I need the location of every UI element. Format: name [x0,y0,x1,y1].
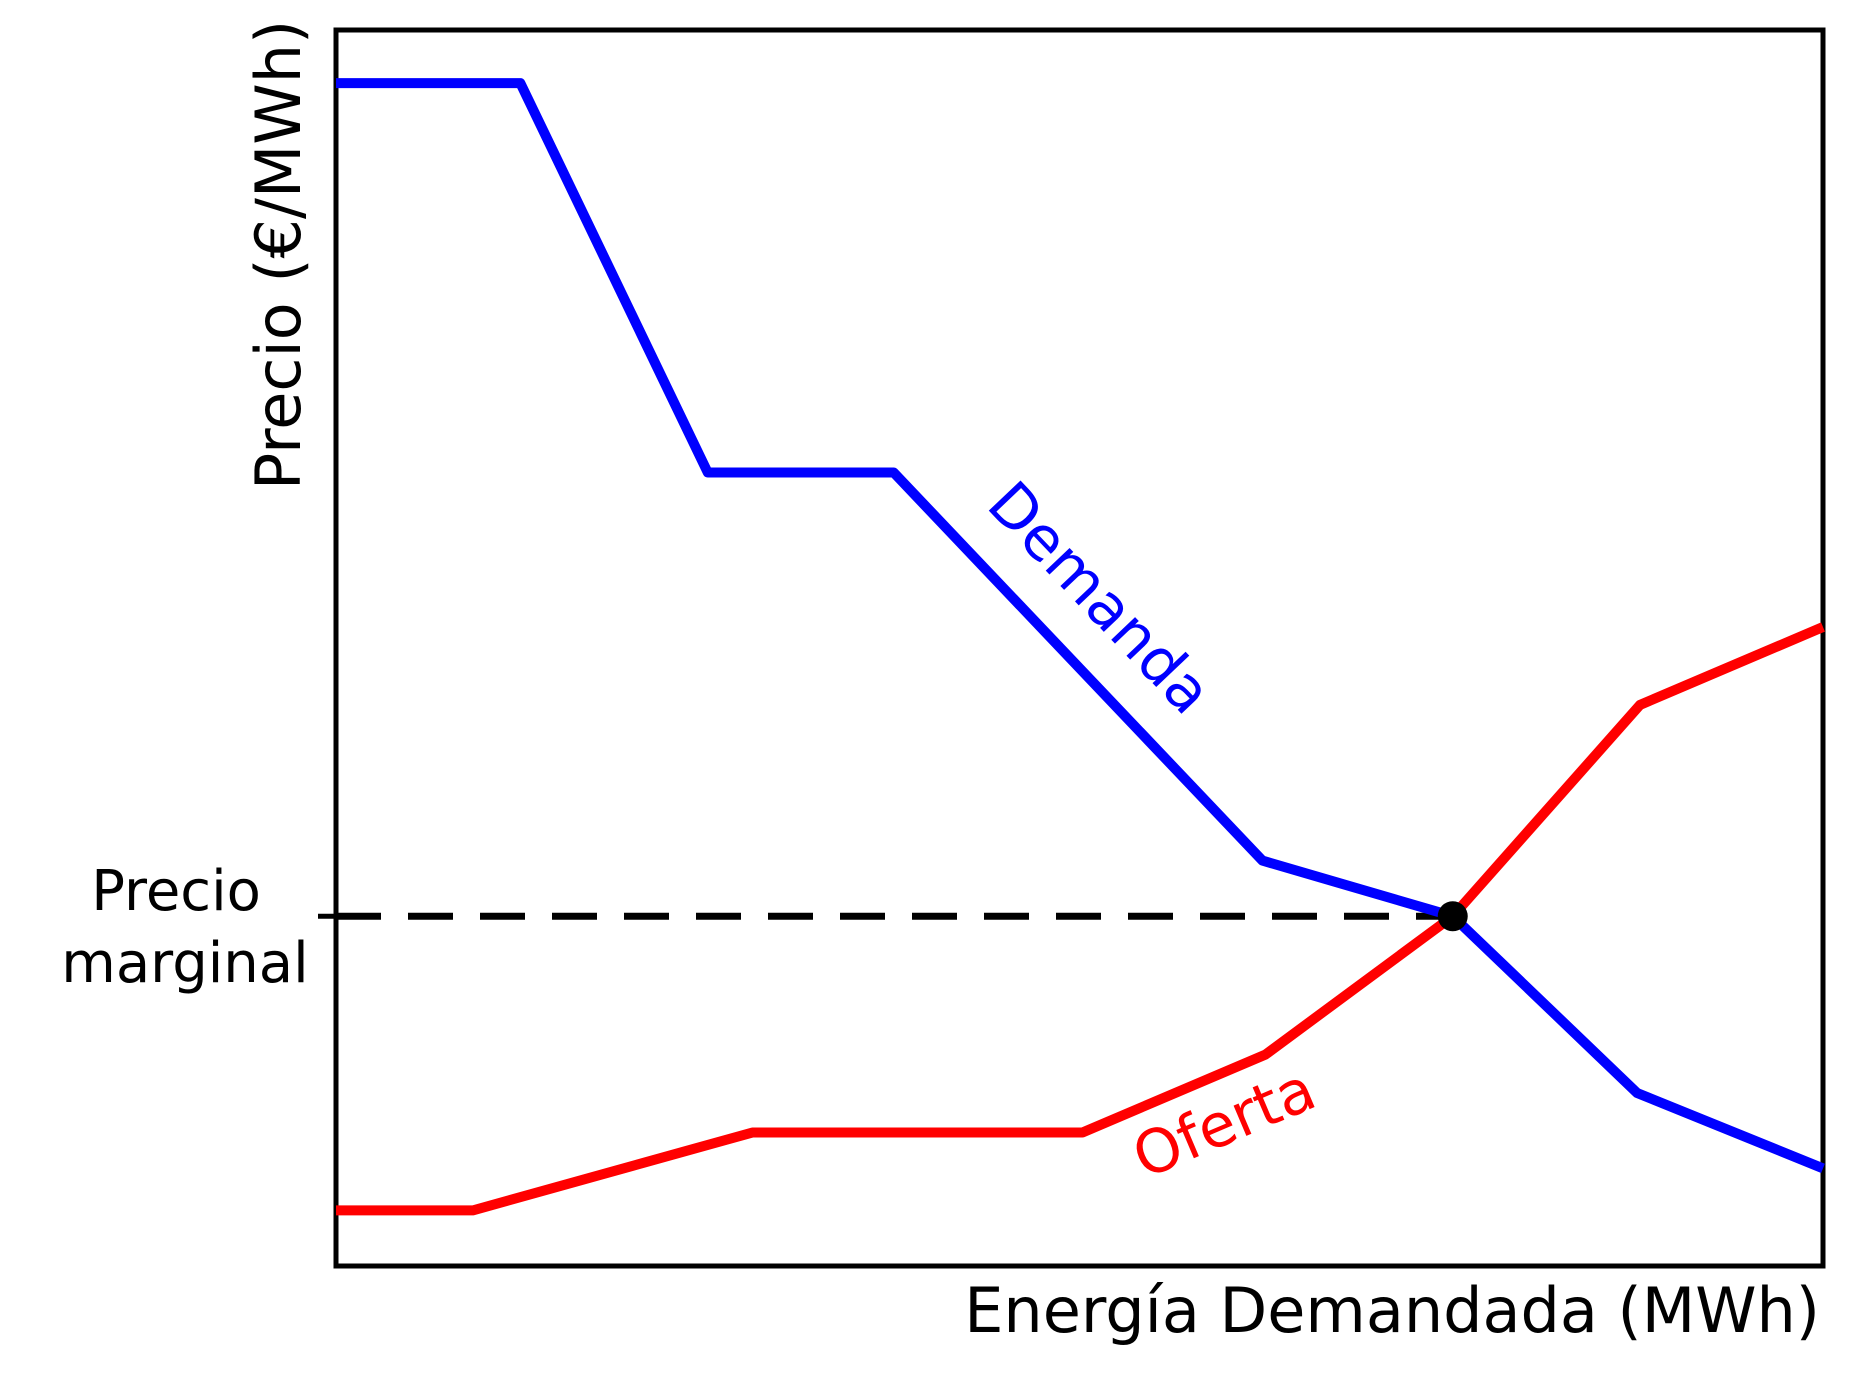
plot-border [333,27,1826,1269]
equilibrium-point [1437,901,1468,932]
curves-group [336,78,1825,1216]
marginal-price-tick-label-line1: Precio [91,859,261,924]
marginal-price-tick-label-line2: marginal [61,931,308,996]
x-axis-label: Energía Demandada (MWh) [964,1274,1820,1347]
oferta-curve [336,622,1825,1216]
marginal-price-tick-label: Precio marginal [61,859,308,996]
y-axis-label: Precio (€/MWh) [242,20,315,490]
demanda-curve [336,78,1825,1173]
